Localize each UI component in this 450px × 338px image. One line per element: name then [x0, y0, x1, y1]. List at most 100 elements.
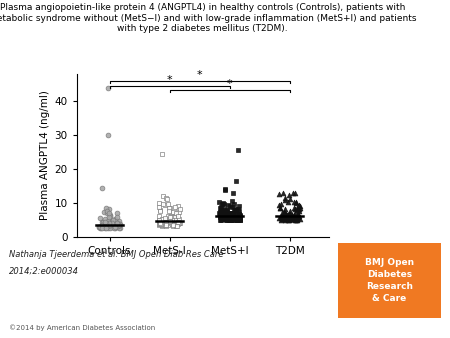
Point: [276, 206, 283, 211]
Point: [105, 223, 112, 228]
Point: [236, 217, 243, 222]
Point: [283, 214, 290, 220]
Point: [156, 221, 163, 226]
Point: [290, 216, 297, 222]
Point: [281, 207, 288, 212]
Point: [104, 225, 112, 230]
Point: [164, 213, 171, 218]
Point: [217, 215, 225, 220]
Point: [115, 222, 122, 227]
Point: [279, 212, 287, 217]
Point: [296, 206, 303, 212]
Point: [112, 218, 119, 224]
Point: [103, 220, 110, 226]
Point: [284, 213, 291, 218]
Point: [176, 221, 183, 226]
Point: [221, 187, 229, 192]
Point: [225, 214, 232, 220]
Point: [292, 215, 299, 220]
Point: [155, 200, 162, 206]
Point: [279, 214, 286, 219]
Point: [291, 210, 298, 216]
Point: [156, 208, 163, 214]
Point: [234, 215, 242, 220]
Point: [105, 206, 112, 211]
Point: [103, 223, 110, 229]
Point: [285, 211, 292, 216]
Point: [224, 216, 231, 221]
Point: [172, 210, 180, 216]
Point: [156, 217, 163, 222]
Point: [173, 220, 180, 226]
Point: [228, 217, 235, 222]
Point: [218, 216, 225, 221]
Point: [291, 218, 298, 223]
Point: [163, 221, 170, 226]
Point: [234, 148, 242, 153]
Point: [105, 219, 112, 224]
Point: [97, 224, 104, 230]
Point: [98, 222, 105, 228]
Point: [159, 222, 166, 227]
Point: [161, 222, 168, 227]
Point: [110, 222, 117, 227]
Point: [173, 217, 180, 223]
Point: [221, 188, 228, 193]
Point: [296, 203, 303, 209]
Point: [218, 217, 225, 222]
Point: [293, 215, 301, 221]
Point: [168, 220, 176, 225]
Point: [228, 204, 235, 210]
Point: [108, 223, 115, 228]
Point: [276, 216, 283, 221]
Point: [116, 225, 123, 231]
Point: [104, 224, 112, 229]
Point: [228, 211, 235, 216]
Point: [115, 223, 122, 229]
Point: [171, 217, 178, 223]
Point: [158, 221, 165, 226]
Point: [229, 215, 236, 221]
Point: [172, 222, 180, 227]
Point: [220, 215, 227, 220]
Point: [222, 214, 230, 220]
Point: [295, 209, 302, 214]
Point: [222, 209, 230, 214]
Point: [286, 216, 293, 221]
Point: [216, 209, 223, 215]
Point: [234, 217, 242, 222]
Point: [221, 209, 229, 214]
Point: [99, 222, 106, 227]
Point: [164, 220, 171, 225]
Point: [176, 210, 183, 215]
Point: [217, 214, 225, 219]
Point: [225, 217, 232, 222]
Point: [224, 211, 231, 217]
Point: [163, 197, 171, 202]
Point: [105, 221, 112, 226]
Point: [165, 217, 172, 222]
Point: [217, 204, 224, 210]
Point: [280, 215, 288, 221]
Point: [277, 201, 284, 207]
Point: [232, 216, 239, 222]
Point: [216, 213, 224, 219]
Point: [220, 206, 228, 211]
Point: [233, 210, 240, 215]
Text: 2014;2:e000034: 2014;2:e000034: [9, 267, 79, 276]
Point: [234, 216, 242, 222]
Point: [276, 206, 284, 211]
Point: [287, 196, 294, 202]
Point: [110, 224, 117, 229]
Point: [232, 207, 239, 213]
Point: [220, 202, 227, 207]
Point: [283, 211, 290, 217]
Point: [111, 224, 118, 230]
Point: [106, 224, 113, 230]
Point: [95, 224, 102, 230]
Point: [227, 215, 234, 220]
Point: [165, 219, 172, 225]
Point: [99, 219, 107, 224]
Point: [171, 205, 178, 210]
Point: [163, 223, 170, 228]
